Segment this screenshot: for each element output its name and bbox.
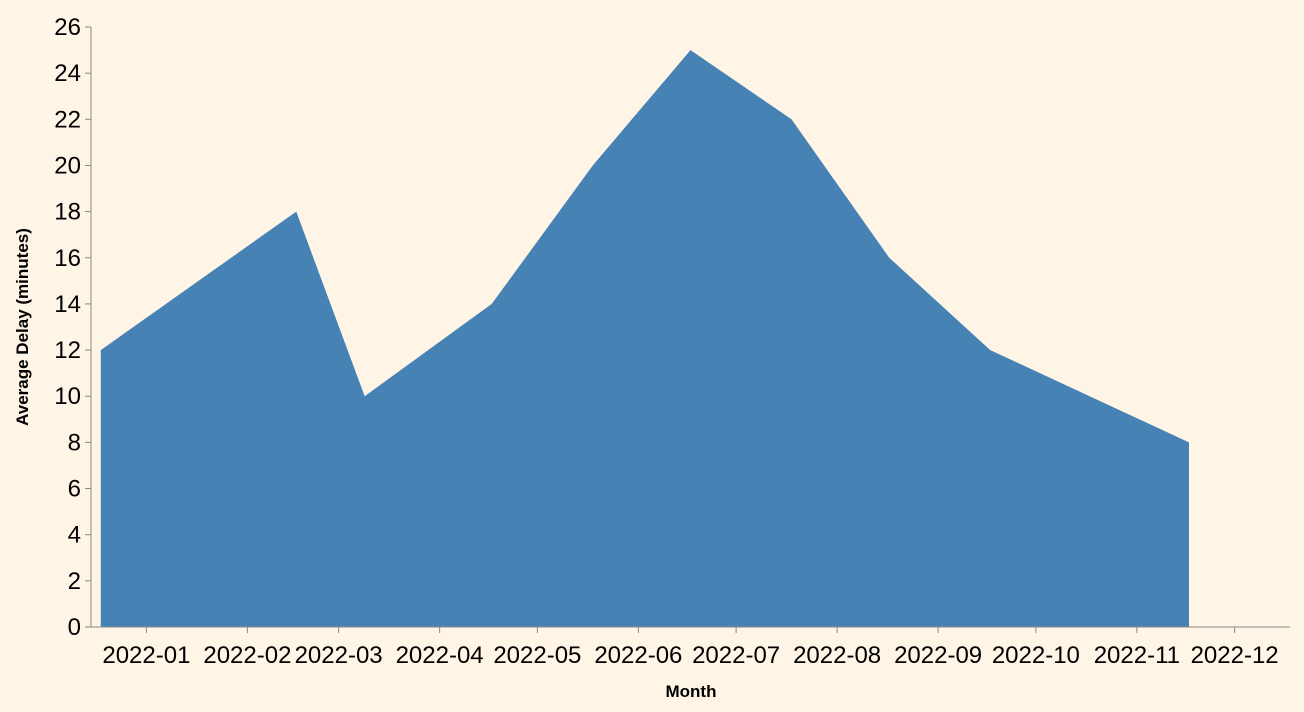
y-tick-label: 12 [54, 337, 81, 364]
x-tick-label: 2022-10 [992, 642, 1080, 669]
y-tick-label: 26 [54, 14, 81, 41]
y-tick-label: 10 [54, 383, 81, 410]
x-tick-label: 2022-04 [396, 642, 484, 669]
y-tick-label: 4 [68, 522, 81, 549]
x-tick-label: 2022-03 [295, 642, 383, 669]
x-tick-label: 2022-08 [793, 642, 881, 669]
y-tick-label: 8 [68, 429, 81, 456]
y-tick-label: 2 [68, 568, 81, 595]
x-tick-label: 2022-02 [203, 642, 291, 669]
y-tick-label: 0 [68, 614, 81, 641]
x-tick-label: 2022-06 [594, 642, 682, 669]
x-tick-label: 2022-12 [1191, 642, 1279, 669]
x-tick-label: 2022-11 [1094, 642, 1180, 669]
y-tick-label: 6 [68, 476, 81, 503]
area [100, 50, 1189, 628]
x-tick-label: 2022-01 [102, 642, 190, 669]
y-tick-label: 16 [54, 245, 81, 272]
y-tick-label: 18 [54, 199, 81, 226]
y-tick-label: 20 [54, 152, 81, 179]
x-axis-title: Month [666, 682, 717, 701]
y-tick-label: 22 [54, 106, 81, 133]
x-tick-label: 2022-09 [894, 642, 982, 669]
y-axis-title: Average Delay (minutes) [13, 228, 32, 426]
y-tick-label: 14 [54, 291, 81, 318]
y-tick-label: 24 [54, 60, 81, 87]
x-tick-label: 2022-05 [493, 642, 581, 669]
x-tick-label: 2022-07 [692, 642, 780, 669]
